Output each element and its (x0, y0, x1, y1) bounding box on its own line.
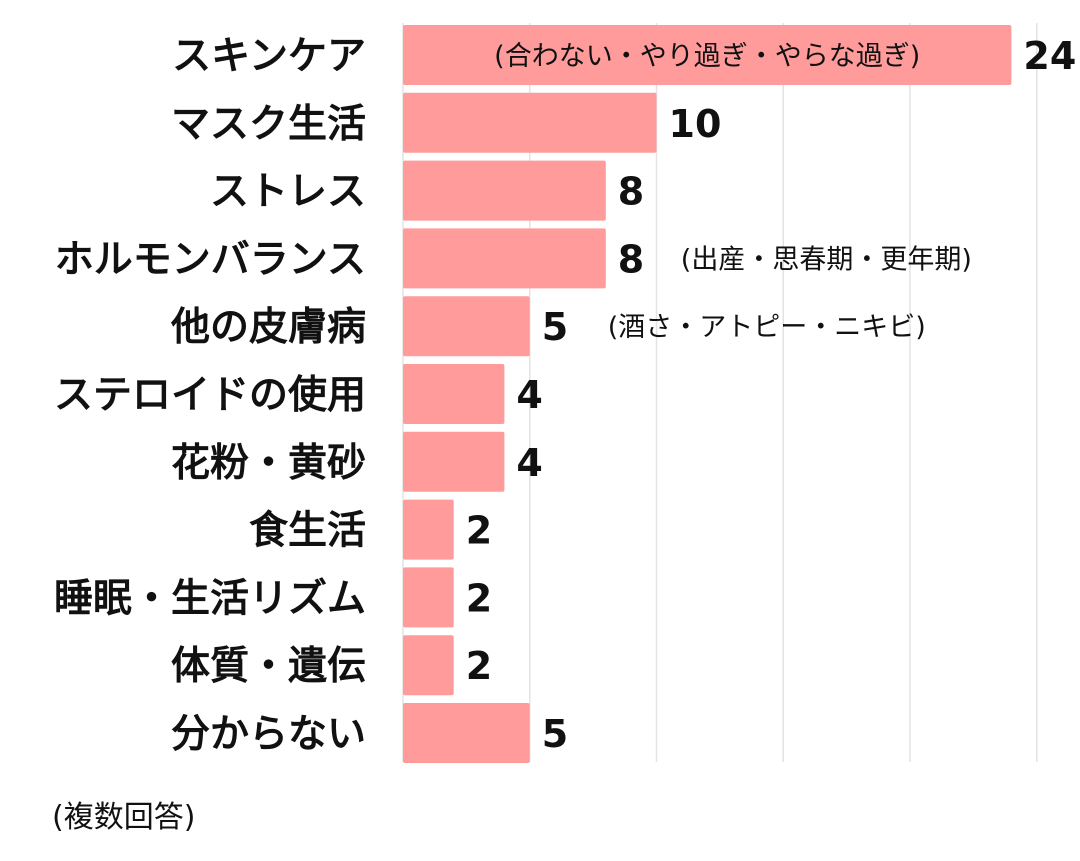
category-label: スキンケア (172, 34, 366, 79)
bar (403, 431, 505, 492)
category-labels: スキンケアマスク生活ストレスホルモンバランス他の皮膚病ステロイドの使用花粉・黄砂… (54, 34, 366, 757)
value-label: 5 (542, 305, 568, 349)
value-label: 8 (618, 170, 644, 214)
value-label: 2 (466, 509, 492, 553)
note-label: (合わない・やり過ぎ・やらな過ぎ) (494, 41, 920, 72)
category-label: 分からない (171, 712, 366, 757)
bar (403, 635, 454, 696)
note-label: (出産・思春期・更年期) (681, 244, 972, 275)
category-label: ホルモンバランス (55, 237, 366, 282)
bar (403, 499, 454, 560)
value-label: 10 (669, 102, 722, 146)
value-label: 24 (1023, 34, 1076, 78)
bar (403, 92, 657, 153)
bar (403, 160, 606, 221)
bar (403, 25, 1012, 85)
category-label: 他の皮膚病 (170, 305, 366, 350)
value-label: 2 (466, 576, 492, 620)
bars (403, 25, 1012, 763)
bar (403, 703, 530, 763)
footnote: (複数回答) (52, 800, 196, 835)
bar (403, 228, 606, 289)
value-label: 5 (542, 712, 568, 756)
category-label: 体質・遺伝 (171, 644, 366, 689)
value-label: 4 (516, 441, 542, 485)
value-label: 4 (516, 373, 542, 417)
category-label: ストレス (210, 170, 366, 215)
category-label: 睡眠・生活リズム (54, 576, 366, 621)
note-label: (酒さ・アトピー・ニキビ) (608, 312, 926, 343)
category-label: マスク生活 (171, 102, 366, 147)
bar (403, 567, 454, 628)
category-label: 食生活 (249, 509, 366, 554)
annotations: (合わない・やり過ぎ・やらな過ぎ) (出産・思春期・更年期) (酒さ・アトピー・ニキ… (494, 41, 972, 343)
category-label: 花粉・黄砂 (171, 441, 366, 486)
category-label: ステロイドの使用 (54, 373, 366, 418)
value-label: 2 (466, 644, 492, 688)
bar (403, 364, 505, 424)
bar (403, 296, 530, 357)
value-label: 8 (618, 237, 644, 281)
